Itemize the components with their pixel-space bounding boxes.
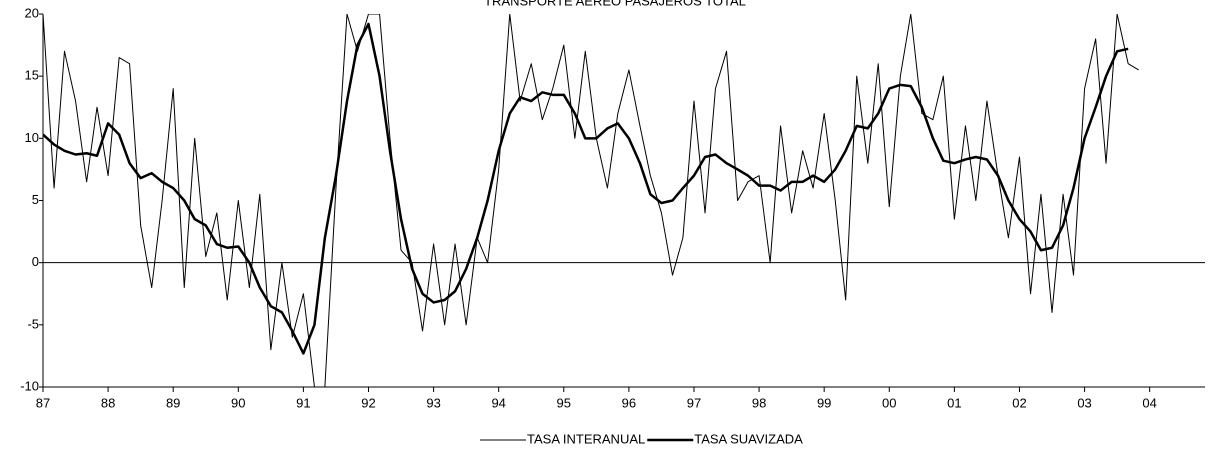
x-tick-label: 01 <box>947 395 961 410</box>
series-line <box>43 22 1129 355</box>
x-tick-label: 02 <box>1012 395 1026 410</box>
legend-label: TASA INTERANUAL <box>527 431 645 446</box>
y-tick-label: 20 <box>25 5 39 20</box>
x-tick-label: 87 <box>36 395 50 410</box>
x-tick-label: 04 <box>1142 395 1156 410</box>
x-tick-label: 97 <box>687 395 701 410</box>
x-tick-label: 99 <box>817 395 831 410</box>
y-tick-label: -5 <box>27 316 39 331</box>
x-tick-label: 90 <box>231 395 245 410</box>
x-tick-label: 98 <box>752 395 766 410</box>
x-tick-label: 89 <box>166 395 180 410</box>
x-tick-label: 03 <box>1077 395 1091 410</box>
series-line <box>43 14 1139 387</box>
x-tick-label: 00 <box>882 395 896 410</box>
chart-title: TRANSPORTE AÉREO PASAJEROS TOTAL <box>484 0 746 8</box>
x-tick-label: 95 <box>557 395 571 410</box>
y-tick-label: 15 <box>25 68 39 83</box>
plot-area <box>43 14 1139 387</box>
y-tick-label: 0 <box>32 254 39 269</box>
legend-label: TASA SUAVIZADA <box>694 431 803 446</box>
x-tick-label: 94 <box>491 395 505 410</box>
y-tick-label: 10 <box>25 130 39 145</box>
x-tick-label: 96 <box>622 395 636 410</box>
x-tick-label: 93 <box>426 395 440 410</box>
x-tick-label: 91 <box>296 395 310 410</box>
x-tick-label: 92 <box>361 395 375 410</box>
y-tick-label: 5 <box>32 192 39 207</box>
y-tick-label: -10 <box>20 378 39 393</box>
x-tick-label: 88 <box>101 395 115 410</box>
